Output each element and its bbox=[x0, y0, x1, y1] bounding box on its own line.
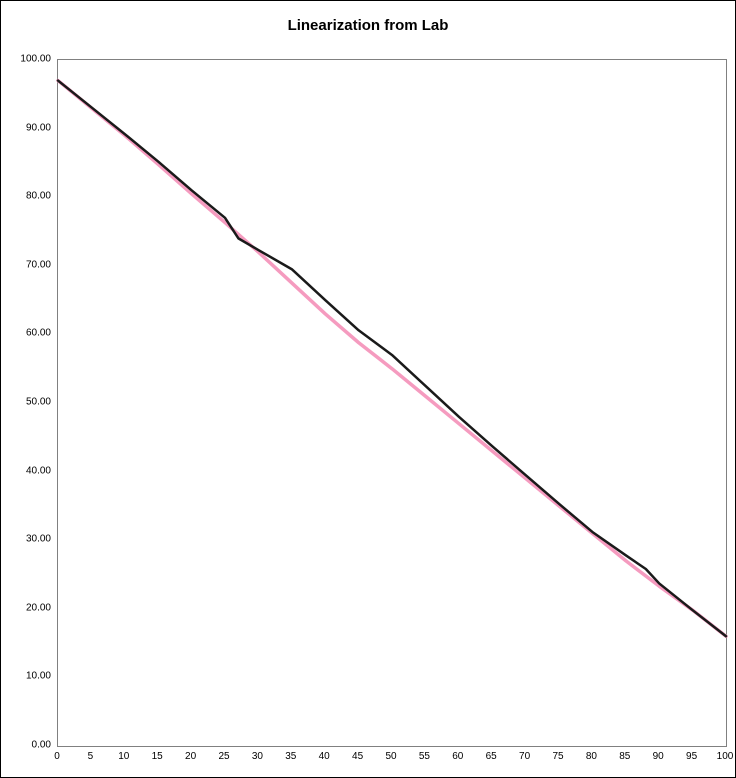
x-tick-label: 45 bbox=[352, 751, 363, 762]
x-tick-label: 55 bbox=[419, 751, 430, 762]
pink-line bbox=[58, 81, 726, 637]
y-tick-label: 40.00 bbox=[26, 465, 51, 476]
x-tick-label: 90 bbox=[653, 751, 664, 762]
x-tick-label: 75 bbox=[552, 751, 563, 762]
x-tick-label: 85 bbox=[619, 751, 630, 762]
plot-area bbox=[57, 59, 727, 747]
x-tick-label: 80 bbox=[586, 751, 597, 762]
y-tick-label: 10.00 bbox=[26, 671, 51, 682]
x-tick-label: 40 bbox=[319, 751, 330, 762]
y-tick-label: 30.00 bbox=[26, 534, 51, 545]
x-tick-label: 0 bbox=[54, 751, 60, 762]
y-tick-label: 100.00 bbox=[20, 54, 51, 65]
x-tick-label: 100 bbox=[717, 751, 734, 762]
x-tick-label: 95 bbox=[686, 751, 697, 762]
x-tick-label: 5 bbox=[88, 751, 94, 762]
x-tick-label: 30 bbox=[252, 751, 263, 762]
y-tick-label: 60.00 bbox=[26, 328, 51, 339]
x-tick-label: 65 bbox=[486, 751, 497, 762]
x-tick-label: 60 bbox=[452, 751, 463, 762]
y-tick-label: 80.00 bbox=[26, 191, 51, 202]
chart-svg bbox=[58, 60, 726, 746]
y-tick-label: 90.00 bbox=[26, 122, 51, 133]
chart-frame: Linearization from Lab 0.00 10.00 20.00 30.… bbox=[0, 0, 736, 778]
x-tick-label: 20 bbox=[185, 751, 196, 762]
x-tick-label: 50 bbox=[385, 751, 396, 762]
x-tick-label: 15 bbox=[152, 751, 163, 762]
x-tick-label: 35 bbox=[285, 751, 296, 762]
y-tick-label: 70.00 bbox=[26, 259, 51, 270]
x-tick-label: 10 bbox=[118, 751, 129, 762]
y-tick-label: 0.00 bbox=[32, 740, 51, 751]
chart-title: Linearization from Lab bbox=[1, 1, 735, 34]
y-tick-label: 50.00 bbox=[26, 397, 51, 408]
x-tick-label: 25 bbox=[218, 751, 229, 762]
y-tick-label: 20.00 bbox=[26, 602, 51, 613]
x-tick-label: 70 bbox=[519, 751, 530, 762]
